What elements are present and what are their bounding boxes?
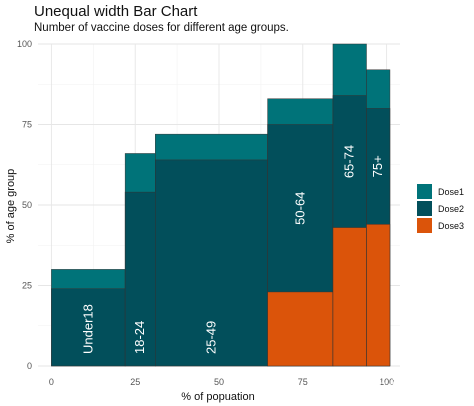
legend-swatch-dose1 <box>417 184 432 199</box>
x-tick-label: 100 <box>379 377 394 387</box>
bar-label-18-24: 18-24 <box>132 321 147 354</box>
x-tick-label: 50 <box>214 377 224 387</box>
y-tick-label: 75 <box>22 120 32 130</box>
legend: Dose1 Dose2 Dose3 <box>417 184 464 233</box>
bar-label-65-74: 65-74 <box>342 145 357 178</box>
y-axis-label: % of age group <box>5 169 17 244</box>
x-axis-label: % of popuation <box>181 391 254 403</box>
legend-swatch-dose3 <box>417 218 432 233</box>
x-tick-label: 0 <box>49 377 54 387</box>
bar-label-25-49: 25-49 <box>203 321 218 354</box>
y-tick-label: 100 <box>17 39 32 49</box>
bar-75--dose3 <box>366 224 391 367</box>
y-tick-label: 25 <box>22 281 32 291</box>
legend-label-dose3: Dose3 <box>438 221 464 231</box>
legend-label-dose2: Dose2 <box>438 204 464 214</box>
bar-25-49-dose2 <box>155 159 268 367</box>
bar-label-50-64: 50-64 <box>292 192 307 225</box>
bar-label-75-: 75+ <box>370 155 385 177</box>
bars <box>51 43 391 367</box>
x-tick-label: 25 <box>130 377 140 387</box>
x-tick-label: 75 <box>298 377 308 387</box>
y-tick-label: 50 <box>22 200 32 210</box>
bar-50-64-dose3 <box>267 291 334 367</box>
chart-subtitle: Number of vaccine doses for different ag… <box>34 22 289 34</box>
chart-title: Unequal width Bar Chart <box>34 3 198 20</box>
bar-18-24-dose2 <box>124 191 156 367</box>
bar-labels: Under18 18-24 25-49 50-64 65-74 75+ <box>80 145 385 354</box>
y-tick-label: 0 <box>27 361 32 371</box>
bar-label-under18: Under18 <box>80 304 95 354</box>
legend-label-dose1: Dose1 <box>438 187 464 197</box>
bar-65-74-dose3 <box>332 227 367 367</box>
legend-swatch-dose2 <box>417 201 432 216</box>
bar-under18-dose2 <box>51 288 126 367</box>
watermark-text: 知乎 @置身数内 <box>362 375 450 390</box>
axis-ticks: 0 25 50 75 100 0 25 50 75 100 <box>17 39 394 387</box>
